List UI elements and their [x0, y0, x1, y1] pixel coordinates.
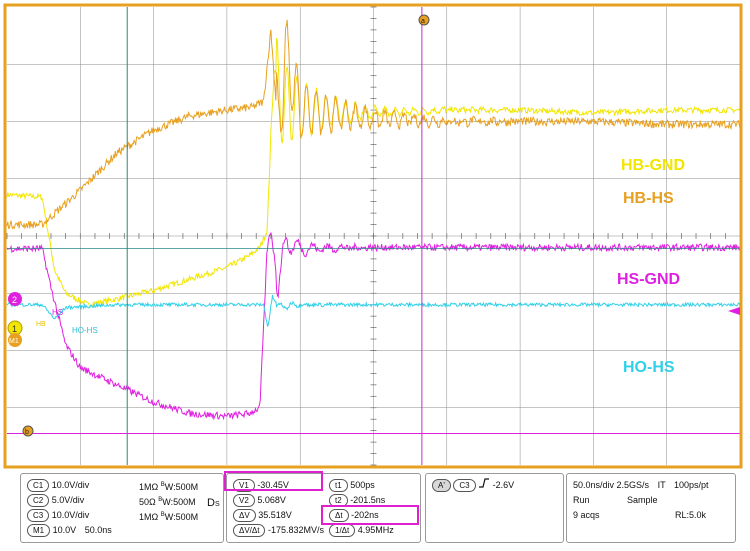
ch3-scale: 10.0V/div	[51, 510, 90, 520]
trigger-level: -2.6V	[492, 480, 515, 490]
ch1-scale: 10.0V/div	[51, 480, 90, 490]
ch2-scale: 5.0V/div	[51, 495, 85, 505]
oscilloscope-display: HB-GND HB-HS HS-GND HO-HS HS HB HO-HS 2 …	[3, 3, 743, 469]
ch3-impedance: 1MΩ	[139, 512, 159, 522]
svg-text:M1: M1	[9, 338, 19, 345]
svg-text:b: b	[25, 429, 29, 436]
ch2-settings[interactable]: C2 5.0V/div	[27, 493, 85, 508]
trigger-a-badge: A'	[432, 479, 451, 493]
t1-value: 500ps	[350, 480, 375, 490]
ds-sub: S	[214, 501, 220, 508]
ch1-badge: C1	[27, 479, 50, 493]
cursor-dv: ΔV 35.518V	[233, 508, 292, 523]
cursor-t1: t1 500ps	[329, 478, 375, 493]
channel-label-hb: HB	[36, 321, 46, 328]
ch2-badge: C2	[27, 494, 50, 508]
trace-ho-hs	[6, 294, 741, 327]
v1-badge: V1	[233, 479, 255, 493]
ch2-bw: W:500M	[162, 497, 196, 507]
math-settings[interactable]: M1 10.0V 50.0ns	[27, 523, 112, 538]
bw-prefix: B	[158, 497, 163, 503]
record-length: RL:5.0k	[675, 510, 707, 520]
m1-scale: 10.0V	[52, 525, 77, 535]
ch3-bw: W:500M	[164, 512, 199, 522]
acq-count: 9 acqs	[573, 510, 600, 520]
math-ground-marker[interactable]: M1	[8, 333, 22, 347]
m1-badge: M1	[27, 524, 51, 538]
v1-highlight-box	[224, 471, 323, 491]
dt-badge: Δt	[329, 509, 349, 523]
v2-value: 5.068V	[257, 495, 286, 505]
v1-value: -30.45V	[257, 480, 289, 490]
ch2-ground-marker[interactable]: 2	[8, 292, 22, 306]
ch1-settings[interactable]: C1 10.0V/div	[27, 478, 90, 493]
acq-timebase-row: 50.0ns/div 2.5GS/s IT 100ps/pt	[573, 478, 708, 492]
label-hs-gnd: HS-GND	[617, 271, 680, 288]
ch3-badge: C3	[27, 509, 50, 523]
bw-prefix: B	[160, 512, 165, 518]
acq-sample-mode: Sample	[627, 495, 658, 505]
m1-time: 50.0ns	[84, 525, 112, 535]
dvdt-badge: ΔV/Δt	[233, 524, 266, 538]
cursor-inv-dt: 1/Δt 4.95MHz	[329, 523, 394, 538]
cursor-dt: Δt -202ns	[329, 508, 379, 523]
cursor-b-handle[interactable]: b	[22, 425, 34, 437]
channel-settings-panel: C1 10.0V/div 1MΩ BW:500M C2 5.0V/div 50Ω…	[20, 473, 224, 543]
ch2-hw: 50Ω BW:500M	[139, 493, 196, 507]
cursor-a-handle[interactable]: a	[418, 14, 430, 26]
ch2-impedance: 50Ω	[139, 497, 156, 507]
sample-rate: 2.5GS/s	[616, 480, 650, 490]
trace-hb-gnd	[6, 37, 741, 309]
channel-label-hs: HS	[52, 308, 63, 317]
dt-highlight-box	[321, 505, 419, 525]
t1-badge: t1	[329, 479, 348, 493]
acq-state: Run	[573, 495, 590, 505]
ds-label: D	[207, 497, 215, 509]
cursor-lines[interactable]	[7, 7, 740, 465]
cursor-dvdt: ΔV/Δt -175.832MV/s	[233, 523, 325, 538]
ds-indicator: DS	[207, 496, 220, 510]
bw-prefix: B	[160, 482, 165, 488]
dvdt-value: -175.832MV/s	[267, 525, 325, 535]
label-hb-hs: HB-HS	[623, 190, 674, 207]
ch3-hw: 1MΩ BW:500M	[139, 508, 198, 522]
resolution: 100ps/pt	[673, 480, 709, 490]
trace-hb-hs	[6, 19, 741, 230]
dt-value: -202ns	[351, 510, 379, 520]
cursor-v1: V1 -30.45V	[233, 478, 289, 493]
ch1-impedance: 1MΩ	[139, 482, 159, 492]
ch1-hw: 1MΩ BW:500M	[139, 478, 198, 492]
svg-text:2: 2	[12, 295, 17, 305]
dv-value: 35.518V	[258, 510, 292, 520]
acq-mode: IT	[657, 480, 666, 490]
label-ho-hs: HO-HS	[623, 359, 675, 376]
trigger-settings: A' C3 -2.6V	[432, 478, 515, 493]
ch1-bw: W:500M	[164, 482, 199, 492]
trigger-panel[interactable]: A' C3 -2.6V	[425, 473, 564, 543]
inv-dt-value: 4.95MHz	[357, 525, 394, 535]
rising-edge-icon	[478, 478, 493, 490]
ch1-ground-marker[interactable]: 1	[7, 320, 23, 336]
cursor-readout-panel: V1 -30.45V V2 5.068V ΔV 35.518V ΔV/Δt -1…	[224, 471, 421, 543]
trigger-position-icon	[728, 307, 740, 315]
t2-value: -201.5ns	[350, 495, 386, 505]
inv-dt-badge: 1/Δt	[329, 524, 356, 538]
acquisition-panel[interactable]: 50.0ns/div 2.5GS/s IT 100ps/pt Run Sampl…	[566, 473, 736, 543]
svg-text:a: a	[421, 18, 425, 25]
cursor-v2: V2 5.068V	[233, 493, 286, 508]
label-hb-gnd: HB-GND	[621, 157, 685, 174]
channel-label-ho-hs: HO-HS	[72, 326, 98, 335]
trigger-source-badge: C3	[453, 479, 476, 493]
svg-text:1: 1	[12, 324, 17, 334]
dv-badge: ΔV	[233, 509, 256, 523]
display-frame	[3, 3, 743, 469]
ch3-settings[interactable]: C3 10.0V/div	[27, 508, 90, 523]
timebase: 50.0ns/div	[573, 480, 615, 490]
v2-badge: V2	[233, 494, 255, 508]
